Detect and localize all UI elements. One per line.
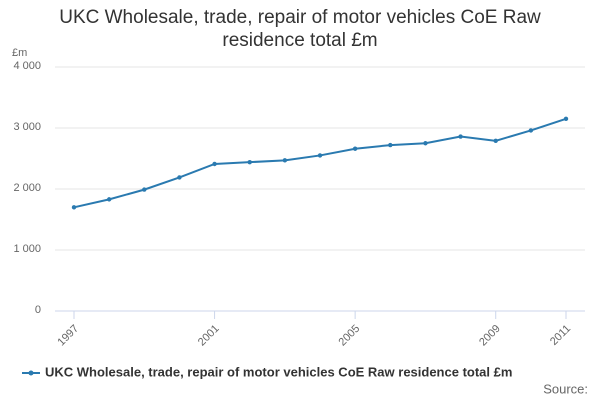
point (71, 205, 77, 210)
point (458, 134, 463, 139)
y-tick-label: 3 000 (13, 121, 41, 133)
point (247, 159, 252, 165)
source: Source: (543, 381, 588, 396)
point (563, 116, 569, 122)
legend-label: UKC Wholesale, trade, repair of motor ve… (45, 364, 512, 379)
point (142, 187, 147, 192)
x-tick-label: 2001 (196, 323, 222, 349)
point (177, 175, 182, 180)
y-tick-label: 0 (35, 304, 41, 316)
chart-title: UKC Wholesale, trade, repair of motor ve… (59, 7, 541, 51)
x-tick-label: 2011 (548, 323, 573, 348)
y-tick-label: 2 000 (13, 182, 41, 194)
point (352, 146, 358, 151)
point (106, 197, 112, 202)
point (282, 158, 288, 163)
y-tick-label: 1 000 (13, 243, 41, 255)
point (212, 161, 217, 167)
legend-marker (28, 370, 34, 376)
point (317, 153, 323, 158)
y-unit: £m (12, 47, 27, 59)
point (423, 141, 428, 146)
point (388, 142, 393, 148)
x-tick-label: 2005 (337, 323, 363, 349)
x-tick-label: 2009 (477, 323, 503, 349)
point (528, 128, 534, 133)
point (493, 138, 498, 144)
y-tick-label: 4 000 (13, 60, 41, 72)
line (73, 117, 567, 209)
x-tick-label: 1997 (55, 323, 81, 349)
